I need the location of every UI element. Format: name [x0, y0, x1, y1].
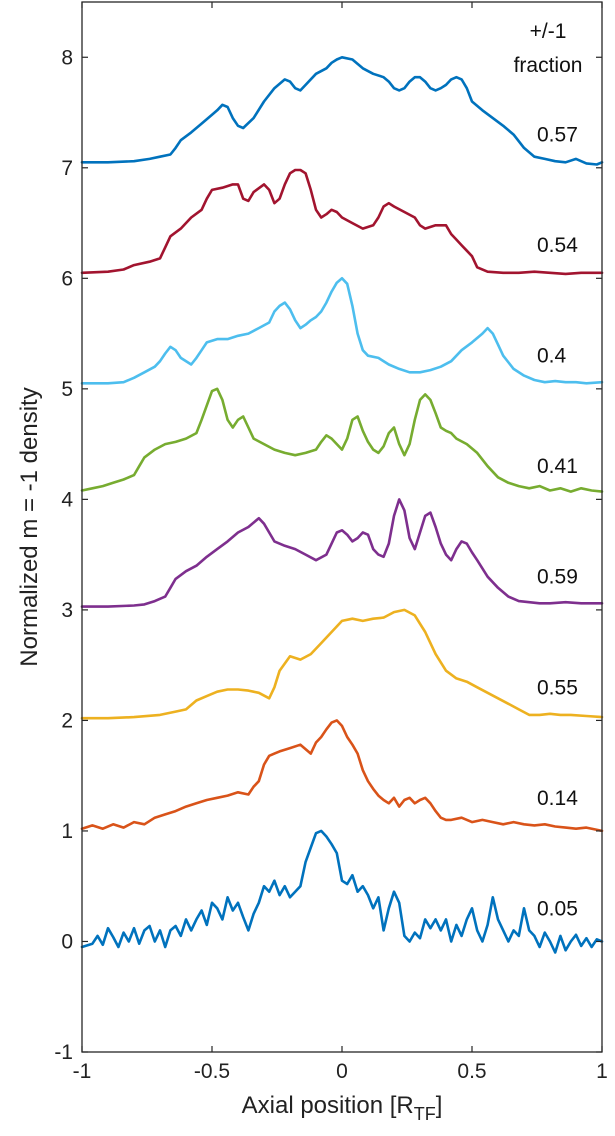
y-axis-title: Normalized m = -1 density	[16, 387, 43, 666]
series-fraction-label: 0.4	[537, 345, 567, 368]
x-tick-label: 0.5	[457, 1060, 486, 1083]
x-axis-title: Axial position [RTF]	[242, 1092, 443, 1124]
legend-header-line-1: +/-1	[530, 20, 567, 43]
y-tick-label: 2	[61, 709, 73, 732]
series-line-2	[80, 608, 604, 720]
series-fraction-label: 0.55	[537, 676, 578, 699]
annotation-layer: 0.05 0.14 0.55 0.59 0.41 0.4 0.54 0.57	[537, 124, 578, 921]
series-line-1	[80, 719, 604, 833]
series-line-7	[80, 56, 604, 166]
series-line-3	[80, 498, 604, 608]
series-fraction-label: 0.59	[537, 566, 578, 589]
y-tick-label: 5	[61, 378, 73, 401]
series-line-0	[80, 829, 604, 954]
series-fraction-label: 0.57	[537, 124, 578, 147]
y-tick-label: 6	[61, 267, 73, 290]
plot-frame	[81, 1, 603, 1053]
x-tick-label: -0.5	[194, 1060, 230, 1083]
series-fraction-label: 0.54	[537, 234, 578, 257]
series-line-5	[80, 277, 604, 385]
y-tick-label: 7	[61, 157, 73, 180]
y-tick-label: 3	[61, 599, 73, 622]
series-fraction-label: 0.41	[537, 455, 578, 478]
series-fraction-label: 0.14	[537, 787, 578, 810]
x-tick-label: -1	[73, 1060, 92, 1083]
y-tick-label: 1	[61, 820, 73, 843]
y-tick-label: 0	[61, 930, 73, 953]
y-tick-label: -1	[54, 1041, 73, 1064]
x-tick-label: 1	[596, 1060, 608, 1083]
labels-layer: -1 -0.5 0 0.5 1 -1 0 1 2 3 4 5 6 7 8	[54, 46, 608, 1083]
y-tick-label: 4	[61, 488, 73, 511]
series-fraction-label: 0.05	[537, 897, 578, 920]
series-line-6	[80, 168, 604, 276]
ticks-layer	[81, 2, 603, 1053]
legend-header-line-2: fraction	[514, 54, 583, 77]
series-line-4	[80, 387, 604, 493]
series-layer	[80, 56, 604, 954]
y-tick-label: 8	[61, 46, 73, 69]
x-tick-label: 0	[336, 1060, 348, 1083]
